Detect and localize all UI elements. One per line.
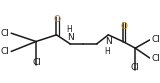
Text: O: O	[120, 22, 127, 31]
Text: N: N	[67, 33, 74, 42]
Text: Cl: Cl	[151, 54, 160, 63]
Text: Cl: Cl	[151, 35, 160, 44]
Text: Cl: Cl	[1, 29, 10, 38]
Text: Cl: Cl	[131, 63, 140, 72]
Text: Cl: Cl	[1, 47, 10, 56]
Text: N: N	[105, 37, 112, 46]
Text: Cl: Cl	[32, 58, 41, 67]
Text: O: O	[54, 15, 61, 24]
Text: H: H	[67, 25, 72, 34]
Text: H: H	[105, 47, 110, 56]
